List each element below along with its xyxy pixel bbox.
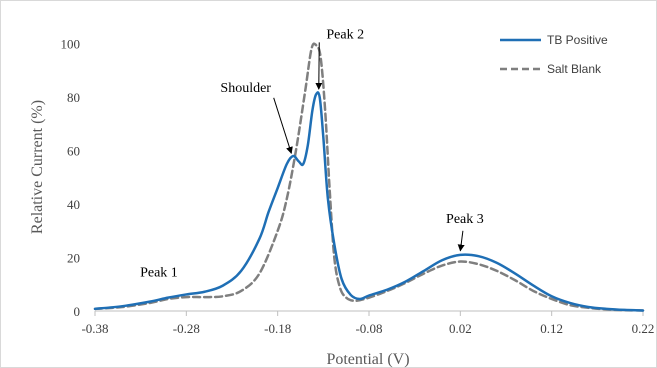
annotation-shoulder: Shoulder — [220, 81, 271, 96]
y-tick-label: 80 — [67, 90, 80, 105]
y-tick-label: 0 — [74, 304, 81, 319]
arrow-shoulder — [273, 97, 293, 154]
x-tick-label: -0.38 — [81, 321, 108, 336]
annotation-peak-1: Peak 1 — [140, 265, 178, 280]
axes: -0.38 -0.28 -0.18 -0.08 0.02 0.12 0.22 0 20 40 60 8… — [61, 37, 655, 336]
x-tick-label: -0.18 — [264, 321, 291, 336]
y-tick-label: 20 — [67, 251, 80, 266]
legend-label-salt-blank: Salt Blank — [547, 62, 602, 76]
annotations: Peak 1 Shoulder Peak 2 Peak 3 — [140, 27, 484, 280]
x-tick-label: 0.22 — [632, 321, 655, 336]
legend-label-tb-positive: TB Positive — [547, 33, 608, 47]
y-tick-label: 40 — [67, 197, 80, 212]
y-tick-label: 100 — [61, 37, 81, 52]
annotation-peak-2: Peak 2 — [326, 27, 364, 42]
arrow-peak-3 — [457, 230, 465, 252]
series-line-tb-positive — [93, 91, 645, 312]
series-layer — [93, 42, 645, 312]
x-axis-title: Potential (V) — [326, 351, 409, 368]
annotation-peak-3: Peak 3 — [446, 212, 484, 227]
x-tick-label: -0.08 — [355, 321, 382, 336]
x-tick-label: -0.28 — [173, 321, 200, 336]
y-tick-label: 60 — [67, 144, 80, 159]
x-tick-label: 0.12 — [540, 321, 563, 336]
y-axis-title: Relative Current (%) — [29, 100, 46, 234]
series-line-salt-blank — [93, 42, 645, 312]
x-tick-label: 0.02 — [449, 321, 472, 336]
legend: TB Positive Salt Blank — [500, 33, 608, 76]
